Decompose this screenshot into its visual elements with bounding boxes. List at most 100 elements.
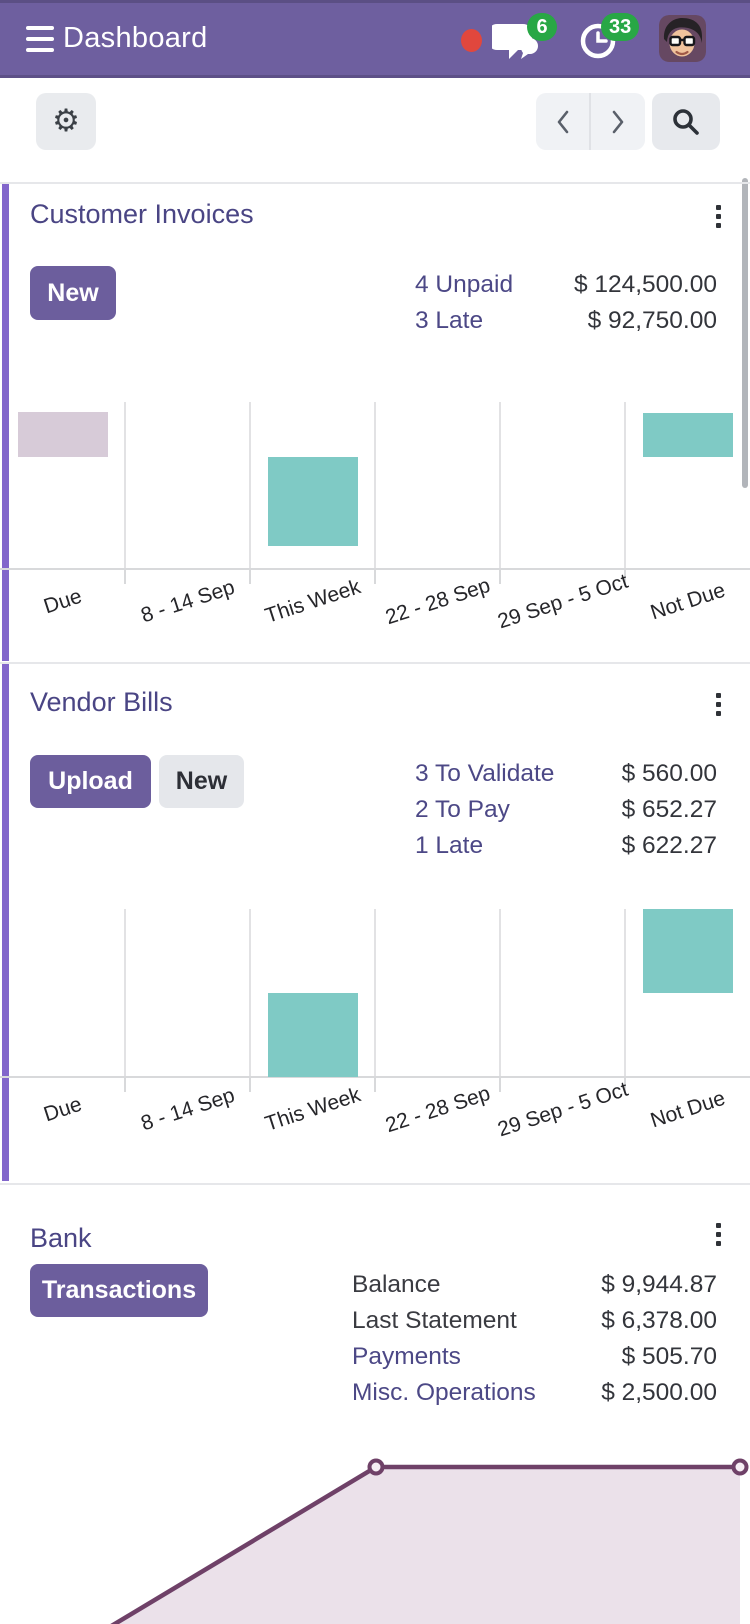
- vendor-bills-kebab-icon[interactable]: [704, 684, 732, 724]
- bills-to-pay-amount: $ 652.27: [621, 796, 717, 823]
- chart-bar: [642, 909, 733, 993]
- card-accent-bar: [2, 184, 9, 661]
- axis-tick: [624, 570, 626, 584]
- gridline: [499, 402, 501, 570]
- chevron-right-icon: [612, 110, 623, 133]
- x-axis-line: [0, 568, 750, 570]
- late-invoices-amount: $ 92,750.00: [587, 307, 717, 334]
- x-axis-label: Due: [40, 1092, 85, 1127]
- gridline: [374, 909, 376, 1078]
- chevron-left-icon: [557, 110, 568, 133]
- customer-invoices-chart: Due 8 - 14 Sep This Week 22 - 28 Sep 29 Sep …: [0, 402, 750, 662]
- x-axis-label: 29 Sep - 5 Oct: [494, 1077, 631, 1142]
- data-point-marker: [731, 1458, 749, 1476]
- data-point-marker: [367, 1458, 385, 1476]
- pager-group: [536, 93, 645, 150]
- bills-to-validate-amount: $ 560.00: [621, 760, 717, 787]
- x-axis-label: Not Due: [647, 578, 728, 625]
- settings-button[interactable]: ⚙: [36, 93, 96, 150]
- payments-amount: $ 505.70: [621, 1343, 717, 1370]
- activities-badge: 33: [601, 13, 640, 41]
- card-separator: [0, 1183, 750, 1185]
- user-avatar[interactable]: [659, 15, 706, 62]
- search-icon: [673, 108, 699, 135]
- axis-tick: [249, 570, 251, 584]
- bank-balance-chart: [110, 1458, 749, 1624]
- balance-label: Balance: [352, 1271, 441, 1298]
- bank-title: Bank: [30, 1223, 92, 1253]
- new-invoice-button[interactable]: New: [30, 266, 116, 320]
- misc-operations-link[interactable]: Misc. Operations: [352, 1379, 536, 1406]
- misc-operations-amount: $ 2,500.00: [601, 1379, 717, 1406]
- area-fill: [114, 1467, 740, 1624]
- late-bills-link[interactable]: 1 Late: [415, 832, 484, 859]
- gridline: [124, 909, 126, 1078]
- x-axis-line: [0, 1076, 750, 1078]
- customer-invoices-kebab-icon[interactable]: [704, 196, 732, 236]
- card-separator: [0, 662, 750, 664]
- messages-icon[interactable]: [492, 20, 544, 64]
- next-button[interactable]: [591, 93, 645, 150]
- x-axis-label: 29 Sep - 5 Oct: [494, 569, 631, 634]
- axis-tick: [624, 1078, 626, 1092]
- upload-bill-button[interactable]: Upload: [30, 755, 151, 808]
- late-bills-amount: $ 622.27: [621, 832, 717, 859]
- x-axis-label: 22 - 28 Sep: [382, 1081, 493, 1138]
- x-axis-label: Due: [40, 584, 85, 619]
- gridline: [499, 909, 501, 1078]
- vendor-bills-chart: Due 8 - 14 Sep This Week 22 - 28 Sep 29 Sep …: [0, 909, 750, 1169]
- axis-tick: [499, 570, 501, 584]
- previous-button[interactable]: [537, 93, 591, 150]
- last-statement-amount: $ 6,378.00: [601, 1307, 717, 1334]
- menu-icon[interactable]: [26, 26, 54, 52]
- late-invoices-link[interactable]: 3 Late: [415, 307, 484, 334]
- chart-bar: [267, 993, 358, 1077]
- x-axis-label: 8 - 14 Sep: [137, 1083, 237, 1136]
- activities-clock-icon[interactable]: [577, 19, 621, 63]
- card-accent-bar: [2, 664, 9, 1181]
- gridline: [624, 909, 626, 1078]
- transactions-button[interactable]: Transactions: [30, 1264, 208, 1317]
- scrollbar-thumb[interactable]: [742, 178, 748, 488]
- last-statement-label: Last Statement: [352, 1307, 517, 1334]
- gridline: [374, 402, 376, 570]
- header-top-shade: [0, 0, 750, 3]
- x-axis-label: This Week: [261, 575, 363, 628]
- presence-dot-icon: [461, 29, 482, 52]
- header-bottom-shade: [0, 75, 750, 78]
- x-axis-label: 22 - 28 Sep: [382, 573, 493, 630]
- customer-invoices-title: Customer Invoices: [30, 199, 254, 229]
- x-axis-label: 8 - 14 Sep: [137, 575, 237, 628]
- gridline: [624, 402, 626, 570]
- x-axis-label: Not Due: [647, 1086, 728, 1133]
- bank-kebab-icon[interactable]: [704, 1214, 732, 1254]
- x-axis-label: This Week: [261, 1083, 363, 1136]
- vendor-bills-title: Vendor Bills: [30, 687, 173, 717]
- messages-badge: 6: [527, 13, 557, 41]
- balance-amount: $ 9,944.87: [601, 1271, 717, 1298]
- payments-link[interactable]: Payments: [352, 1343, 461, 1370]
- axis-tick: [499, 1078, 501, 1092]
- gridline: [249, 909, 251, 1078]
- new-bill-button[interactable]: New: [159, 755, 244, 808]
- unpaid-invoices-link[interactable]: 4 Unpaid: [415, 271, 514, 298]
- axis-tick: [374, 1078, 376, 1092]
- bills-to-validate-link[interactable]: 3 To Validate: [415, 760, 555, 787]
- app-header: Dashboard 6 33: [0, 0, 750, 78]
- unpaid-invoices-amount: $ 124,500.00: [573, 271, 717, 298]
- chart-bar: [267, 457, 358, 546]
- chart-bar: [17, 412, 108, 457]
- search-button[interactable]: [652, 93, 720, 150]
- axis-tick: [124, 1078, 126, 1092]
- axis-tick: [249, 1078, 251, 1092]
- chart-bar: [642, 413, 733, 457]
- axis-tick: [374, 570, 376, 584]
- gear-icon: ⚙: [52, 103, 80, 139]
- bills-to-pay-link[interactable]: 2 To Pay: [415, 796, 510, 823]
- gridline: [124, 402, 126, 570]
- page-title: Dashboard: [63, 22, 208, 54]
- axis-tick: [124, 570, 126, 584]
- card-separator: [0, 182, 750, 184]
- gridline: [249, 402, 251, 570]
